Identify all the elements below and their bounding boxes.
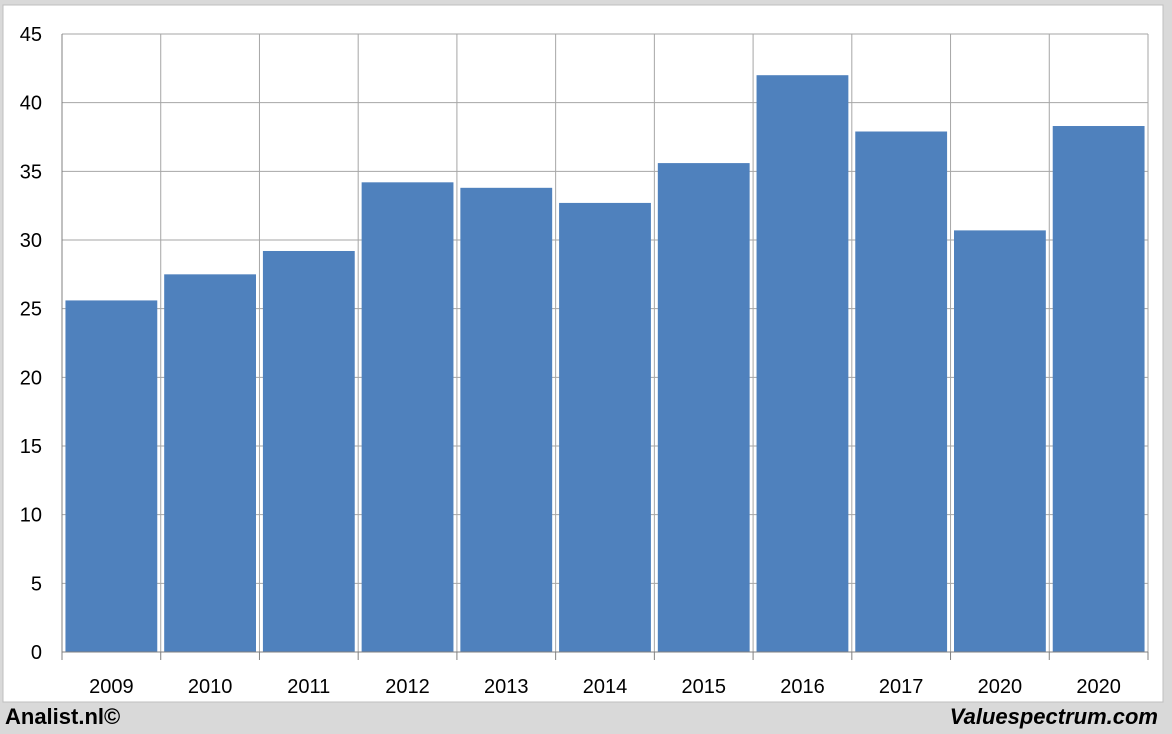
bar-2020 <box>1052 126 1145 653</box>
y-tick-label: 25 <box>20 299 42 321</box>
source-credit-left: Analist.nl© <box>5 704 121 729</box>
axes <box>61 34 1149 660</box>
x-tick-label: 2016 <box>780 676 825 698</box>
y-tick-label: 20 <box>20 367 42 389</box>
x-tick-label: 2020 <box>1076 676 1121 698</box>
y-tick-label: 35 <box>20 161 42 183</box>
y-tick-label: 0 <box>31 642 42 664</box>
x-tick-label: 2020 <box>978 676 1023 698</box>
x-tick-label: 2011 <box>287 676 330 698</box>
x-tick-label: 2017 <box>879 676 924 698</box>
bar-2017 <box>855 131 948 653</box>
bar-2014 <box>559 202 651 653</box>
bar-2020 <box>954 230 1046 653</box>
bar-2015 <box>657 163 750 653</box>
bar-2009 <box>65 300 158 652</box>
x-tick-label: 2012 <box>385 676 430 698</box>
y-tick-label: 45 <box>20 24 42 46</box>
bar-2011 <box>262 250 355 652</box>
bar-2012 <box>361 182 454 652</box>
y-tick-label: 5 <box>31 573 42 595</box>
y-tick-label: 10 <box>20 505 42 527</box>
y-tick-label: 15 <box>20 436 42 458</box>
y-tick-label: 30 <box>20 230 42 252</box>
source-credit-right: Valuespectrum.com <box>949 704 1158 729</box>
x-tick-label: 2013 <box>484 676 529 698</box>
bar-2016 <box>756 75 849 652</box>
bars <box>65 75 1145 653</box>
bar-2013 <box>460 187 553 652</box>
x-tick-label: 2010 <box>188 676 233 698</box>
x-tick-label: 2009 <box>89 676 134 698</box>
tick-labels: 0 5 10 15 20 25 30 35 40 45 2009 2010 2011 2012 2013 20… <box>20 24 1121 698</box>
bar-2010 <box>164 274 256 652</box>
x-tick-label: 2014 <box>583 676 628 698</box>
x-tick-label: 2015 <box>681 676 726 698</box>
y-tick-label: 40 <box>20 93 42 115</box>
